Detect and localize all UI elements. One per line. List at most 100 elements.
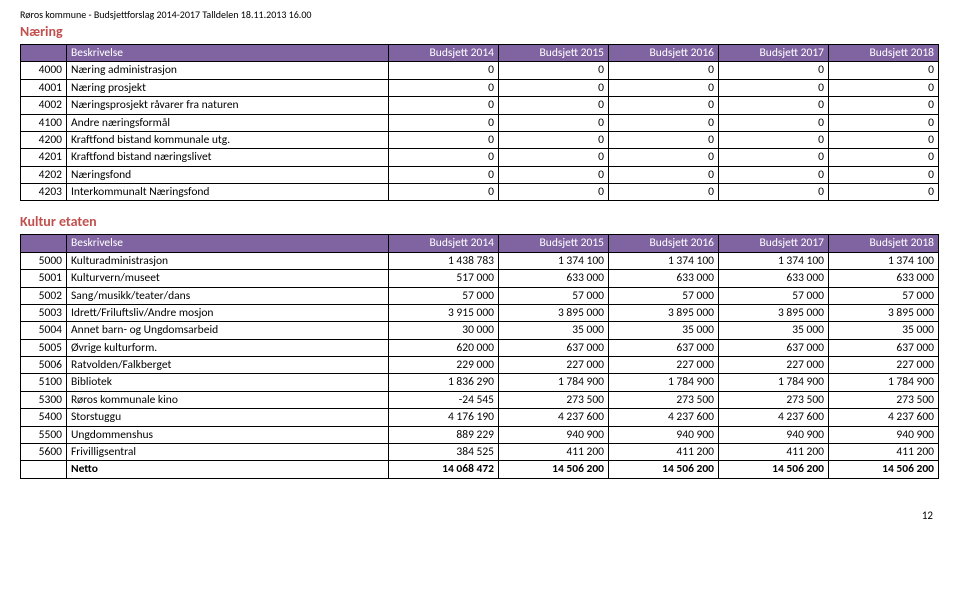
table-row: 5004Annet barn- og Ungdomsarbeid30 00035… [21,322,939,339]
table-row: 5300Røros kommunale kino-24 545273 50027… [21,391,939,408]
cell-desc: Næring administrasjon [67,62,389,79]
cell-value: 0 [499,184,609,201]
cell-value: 227 000 [609,357,719,374]
cell-value: 0 [829,114,939,131]
table-kultur: Beskrivelse Budsjett 2014 Budsjett 2015 … [20,234,939,478]
cell-value: 620 000 [389,339,499,356]
cell-value: 0 [389,79,499,96]
cell-value: 633 000 [829,270,939,287]
cell-value: 0 [389,114,499,131]
cell-value: 0 [829,166,939,183]
table-row: 5100Bibliotek1 836 2901 784 9001 784 900… [21,374,939,391]
cell-desc: Næringsprosjekt råvarer fra naturen [67,97,389,114]
cell-value: 57 000 [499,287,609,304]
cell-value: 0 [389,131,499,148]
cell-desc: Netto [67,461,389,478]
cell-value: 0 [609,149,719,166]
cell-value: 35 000 [829,322,939,339]
cell-value: 633 000 [499,270,609,287]
cell-value: 0 [609,131,719,148]
cell-value: 384 525 [389,443,499,460]
cell-value: 940 900 [719,426,829,443]
hdr-2018: Budsjett 2018 [829,235,939,252]
hdr-desc: Beskrivelse [67,235,389,252]
table-row: 5400Storstuggu4 176 1904 237 6004 237 60… [21,409,939,426]
cell-value: 35 000 [499,322,609,339]
cell-value: 633 000 [609,270,719,287]
cell-code: 5500 [21,426,67,443]
table-row: 4201Kraftfond bistand næringslivet00000 [21,149,939,166]
cell-value: 0 [499,79,609,96]
cell-value: 0 [719,184,829,201]
cell-code: 4202 [21,166,67,183]
cell-code: 4200 [21,131,67,148]
page-number: 12 [20,509,939,522]
cell-value: 57 000 [829,287,939,304]
cell-value: 14 506 200 [829,461,939,478]
cell-value: 57 000 [389,287,499,304]
cell-value: 411 200 [719,443,829,460]
cell-value: 517 000 [389,270,499,287]
table-row: 5006Ratvolden/Falkberget229 000227 00022… [21,357,939,374]
cell-code: 5005 [21,339,67,356]
table-naering: Beskrivelse Budsjett 2014 Budsjett 2015 … [20,44,939,201]
cell-value: 1 784 900 [609,374,719,391]
cell-desc: Næringsfond [67,166,389,183]
cell-value: 1 374 100 [829,252,939,269]
cell-value: 273 500 [499,391,609,408]
table-row: 4200Kraftfond bistand kommunale utg.0000… [21,131,939,148]
cell-value: 637 000 [829,339,939,356]
cell-value: 0 [829,184,939,201]
cell-value: 0 [499,131,609,148]
table-row: 5002Sang/musikk/teater/dans57 00057 0005… [21,287,939,304]
cell-desc: Øvrige kulturform. [67,339,389,356]
cell-value: 0 [719,166,829,183]
cell-value: 227 000 [719,357,829,374]
cell-value: 411 200 [499,443,609,460]
cell-code [21,461,67,478]
cell-value: 4 237 600 [609,409,719,426]
header-row: Beskrivelse Budsjett 2014 Budsjett 2015 … [21,235,939,252]
table-row: 4001Næring prosjekt00000 [21,79,939,96]
cell-value: 4 237 600 [719,409,829,426]
cell-value: 1 784 900 [719,374,829,391]
cell-desc: Interkommunalt Næringsfond [67,184,389,201]
cell-desc: Røros kommunale kino [67,391,389,408]
cell-desc: Kulturadministrasjon [67,252,389,269]
cell-value: 1 374 100 [719,252,829,269]
table-row: 4000Næring administrasjon00000 [21,62,939,79]
table-row: 5000Kulturadministrasjon1 438 7831 374 1… [21,252,939,269]
doc-header-line: Røros kommune - Budsjettforslag 2014-201… [20,8,939,21]
cell-value: 0 [719,97,829,114]
cell-desc: Ratvolden/Falkberget [67,357,389,374]
cell-value: 1 784 900 [499,374,609,391]
cell-value: 0 [829,79,939,96]
cell-value: 0 [499,62,609,79]
hdr-desc: Beskrivelse [67,45,389,62]
cell-value: 0 [499,149,609,166]
table-row: 4202Næringsfond00000 [21,166,939,183]
cell-desc: Annet barn- og Ungdomsarbeid [67,322,389,339]
cell-value: 4 176 190 [389,409,499,426]
table-row: 5003Idrett/Friluftsliv/Andre mosjon3 915… [21,304,939,321]
cell-value: 0 [719,131,829,148]
cell-value: 14 506 200 [499,461,609,478]
hdr-2014: Budsjett 2014 [389,235,499,252]
cell-value: 1 784 900 [829,374,939,391]
cell-value: 229 000 [389,357,499,374]
table-row: 5005Øvrige kulturform.620 000 637 000 637 … [21,339,939,356]
cell-desc: Andre næringsformål [67,114,389,131]
cell-value: 0 [719,149,829,166]
hdr-blank [21,45,67,62]
hdr-2018: Budsjett 2018 [829,45,939,62]
cell-value: -24 545 [389,391,499,408]
cell-value: 0 [499,166,609,183]
cell-value: 0 [389,166,499,183]
cell-value: 637 000 [609,339,719,356]
cell-code: 4000 [21,62,67,79]
cell-value: 0 [609,97,719,114]
cell-value: 14 068 472 [389,461,499,478]
cell-code: 5300 [21,391,67,408]
cell-code: 5002 [21,287,67,304]
cell-desc: Ungdommenshus [67,426,389,443]
